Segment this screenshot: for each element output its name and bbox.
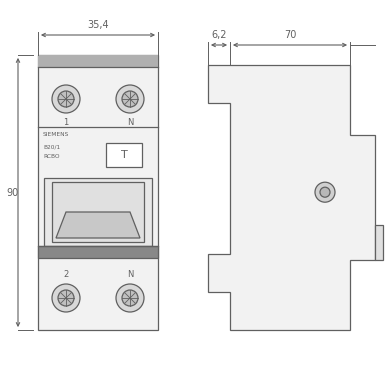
Text: N: N bbox=[127, 270, 133, 279]
Circle shape bbox=[52, 284, 80, 312]
Text: B20/1: B20/1 bbox=[43, 144, 60, 149]
Circle shape bbox=[58, 290, 74, 306]
Text: RCBO: RCBO bbox=[43, 154, 60, 159]
Text: 35,4: 35,4 bbox=[87, 20, 109, 30]
Text: 1: 1 bbox=[64, 118, 69, 127]
Text: N: N bbox=[127, 118, 133, 127]
Circle shape bbox=[122, 290, 138, 306]
Text: 6,2: 6,2 bbox=[211, 30, 227, 40]
Bar bbox=[106, 143, 142, 167]
Bar bbox=[38, 55, 158, 330]
Text: 2: 2 bbox=[64, 270, 69, 279]
Text: 70: 70 bbox=[284, 30, 296, 40]
Circle shape bbox=[52, 85, 80, 113]
Polygon shape bbox=[208, 65, 375, 330]
Bar bbox=[375, 225, 383, 260]
Bar bbox=[38, 246, 158, 258]
Circle shape bbox=[122, 91, 138, 107]
Circle shape bbox=[116, 284, 144, 312]
Text: T: T bbox=[121, 150, 127, 160]
Circle shape bbox=[116, 85, 144, 113]
Text: 90: 90 bbox=[6, 187, 18, 198]
Bar bbox=[48, 183, 80, 197]
Bar bbox=[38, 55, 158, 67]
Bar bbox=[52, 182, 144, 242]
Circle shape bbox=[315, 182, 335, 202]
Text: SIEMENS: SIEMENS bbox=[43, 132, 69, 137]
Circle shape bbox=[320, 187, 330, 197]
Polygon shape bbox=[56, 212, 140, 238]
Bar bbox=[44, 178, 152, 246]
Circle shape bbox=[58, 91, 74, 107]
